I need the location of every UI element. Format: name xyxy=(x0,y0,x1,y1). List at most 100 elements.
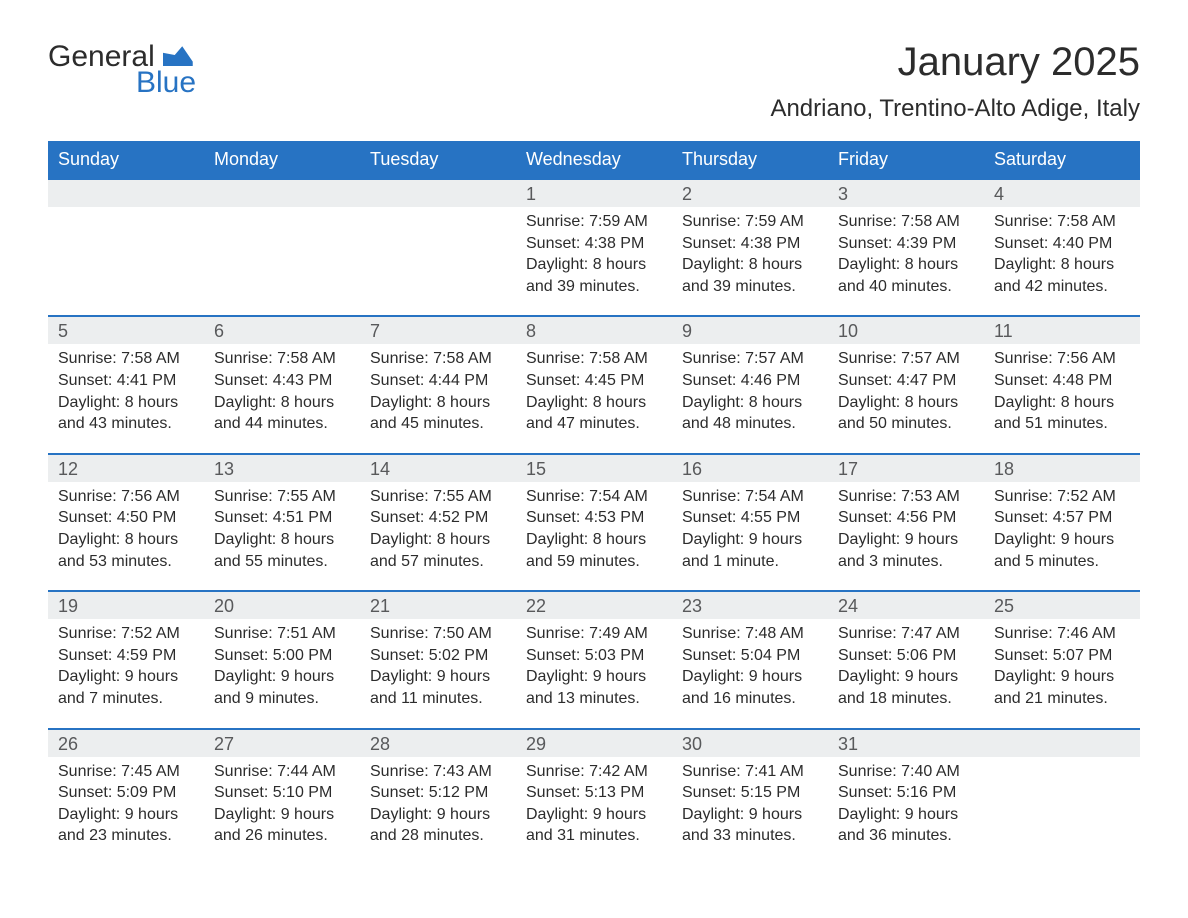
sunset-line: Sunset: 4:38 PM xyxy=(526,233,662,255)
sunset-line: Sunset: 4:40 PM xyxy=(994,233,1130,255)
calendar-body: ... 1Sunrise: 7:59 AMSunset: 4:38 PMDayli… xyxy=(48,178,1140,865)
sunrise-line: Sunrise: 7:46 AM xyxy=(994,623,1130,645)
sunset-line: Sunset: 4:51 PM xyxy=(214,507,350,529)
day-number: 29 xyxy=(516,730,672,757)
sunrise-line: Sunrise: 7:58 AM xyxy=(526,348,662,370)
sunrise-line: Sunrise: 7:42 AM xyxy=(526,761,662,783)
day-header: Thursday xyxy=(672,141,828,178)
sunrise-line: Sunrise: 7:52 AM xyxy=(994,486,1130,508)
calendar-day: 30Sunrise: 7:41 AMSunset: 5:15 PMDayligh… xyxy=(672,730,828,847)
sunrise-line: Sunrise: 7:41 AM xyxy=(682,761,818,783)
day-details: Sunrise: 7:41 AMSunset: 5:15 PMDaylight:… xyxy=(672,757,828,847)
day-number: 16 xyxy=(672,455,828,482)
day-details: Sunrise: 7:53 AMSunset: 4:56 PMDaylight:… xyxy=(828,482,984,572)
month-title: January 2025 xyxy=(770,40,1140,85)
daylight-line: Daylight: 9 hours and 16 minutes. xyxy=(682,666,818,709)
calendar-day: 24Sunrise: 7:47 AMSunset: 5:06 PMDayligh… xyxy=(828,592,984,709)
calendar-week: 5Sunrise: 7:58 AMSunset: 4:41 PMDaylight… xyxy=(48,315,1140,452)
day-number: 20 xyxy=(204,592,360,619)
sunrise-line: Sunrise: 7:53 AM xyxy=(838,486,974,508)
sunset-line: Sunset: 4:38 PM xyxy=(682,233,818,255)
day-details: Sunrise: 7:48 AMSunset: 5:04 PMDaylight:… xyxy=(672,619,828,709)
day-details: Sunrise: 7:52 AMSunset: 4:59 PMDaylight:… xyxy=(48,619,204,709)
calendar-day: 17Sunrise: 7:53 AMSunset: 4:56 PMDayligh… xyxy=(828,455,984,572)
calendar-day: 29Sunrise: 7:42 AMSunset: 5:13 PMDayligh… xyxy=(516,730,672,847)
day-number: 1 xyxy=(516,180,672,207)
day-number: 5 xyxy=(48,317,204,344)
calendar-week: ...1Sunrise: 7:59 AMSunset: 4:38 PMDayli… xyxy=(48,178,1140,315)
day-number: 25 xyxy=(984,592,1140,619)
sunset-line: Sunset: 5:02 PM xyxy=(370,645,506,667)
daylight-line: Daylight: 9 hours and 31 minutes. xyxy=(526,804,662,847)
day-number: 7 xyxy=(360,317,516,344)
day-number: 8 xyxy=(516,317,672,344)
sunset-line: Sunset: 5:03 PM xyxy=(526,645,662,667)
sunrise-line: Sunrise: 7:52 AM xyxy=(58,623,194,645)
sunrise-line: Sunrise: 7:43 AM xyxy=(370,761,506,783)
daylight-line: Daylight: 9 hours and 5 minutes. xyxy=(994,529,1130,572)
daylight-line: Daylight: 8 hours and 48 minutes. xyxy=(682,392,818,435)
calendar-day: 11Sunrise: 7:56 AMSunset: 4:48 PMDayligh… xyxy=(984,317,1140,434)
day-header: Friday xyxy=(828,141,984,178)
sunrise-line: Sunrise: 7:58 AM xyxy=(370,348,506,370)
sunset-line: Sunset: 5:00 PM xyxy=(214,645,350,667)
calendar-day: 15Sunrise: 7:54 AMSunset: 4:53 PMDayligh… xyxy=(516,455,672,572)
day-number: 10 xyxy=(828,317,984,344)
day-number: 12 xyxy=(48,455,204,482)
sunrise-line: Sunrise: 7:58 AM xyxy=(838,211,974,233)
sunset-line: Sunset: 5:04 PM xyxy=(682,645,818,667)
daylight-line: Daylight: 8 hours and 51 minutes. xyxy=(994,392,1130,435)
day-header: Tuesday xyxy=(360,141,516,178)
day-details: Sunrise: 7:58 AMSunset: 4:45 PMDaylight:… xyxy=(516,344,672,434)
calendar-day: . xyxy=(48,180,204,297)
sunrise-line: Sunrise: 7:58 AM xyxy=(214,348,350,370)
sunset-line: Sunset: 4:41 PM xyxy=(58,370,194,392)
calendar-day: 6Sunrise: 7:58 AMSunset: 4:43 PMDaylight… xyxy=(204,317,360,434)
sunrise-line: Sunrise: 7:56 AM xyxy=(994,348,1130,370)
day-details: Sunrise: 7:50 AMSunset: 5:02 PMDaylight:… xyxy=(360,619,516,709)
sunrise-line: Sunrise: 7:44 AM xyxy=(214,761,350,783)
sunrise-line: Sunrise: 7:54 AM xyxy=(682,486,818,508)
calendar-week: 12Sunrise: 7:56 AMSunset: 4:50 PMDayligh… xyxy=(48,453,1140,590)
day-number: 28 xyxy=(360,730,516,757)
sunrise-line: Sunrise: 7:58 AM xyxy=(994,211,1130,233)
sunrise-line: Sunrise: 7:58 AM xyxy=(58,348,194,370)
calendar-day: 3Sunrise: 7:58 AMSunset: 4:39 PMDaylight… xyxy=(828,180,984,297)
day-header: Sunday xyxy=(48,141,204,178)
location: Andriano, Trentino-Alto Adige, Italy xyxy=(770,95,1140,123)
sunrise-line: Sunrise: 7:54 AM xyxy=(526,486,662,508)
day-number: 2 xyxy=(672,180,828,207)
daylight-line: Daylight: 9 hours and 23 minutes. xyxy=(58,804,194,847)
day-details: Sunrise: 7:58 AMSunset: 4:44 PMDaylight:… xyxy=(360,344,516,434)
day-details: Sunrise: 7:58 AMSunset: 4:39 PMDaylight:… xyxy=(828,207,984,297)
day-number: . xyxy=(204,180,360,207)
day-details: Sunrise: 7:54 AMSunset: 4:55 PMDaylight:… xyxy=(672,482,828,572)
calendar-day: 4Sunrise: 7:58 AMSunset: 4:40 PMDaylight… xyxy=(984,180,1140,297)
sunset-line: Sunset: 4:55 PM xyxy=(682,507,818,529)
day-details: Sunrise: 7:57 AMSunset: 4:47 PMDaylight:… xyxy=(828,344,984,434)
daylight-line: Daylight: 9 hours and 36 minutes. xyxy=(838,804,974,847)
day-number: . xyxy=(984,730,1140,757)
day-details: Sunrise: 7:44 AMSunset: 5:10 PMDaylight:… xyxy=(204,757,360,847)
calendar-day: 8Sunrise: 7:58 AMSunset: 4:45 PMDaylight… xyxy=(516,317,672,434)
sunset-line: Sunset: 4:59 PM xyxy=(58,645,194,667)
calendar-day: 16Sunrise: 7:54 AMSunset: 4:55 PMDayligh… xyxy=(672,455,828,572)
sunrise-line: Sunrise: 7:49 AM xyxy=(526,623,662,645)
logo-text-blue: Blue xyxy=(136,66,196,100)
sunset-line: Sunset: 4:43 PM xyxy=(214,370,350,392)
sunset-line: Sunset: 4:46 PM xyxy=(682,370,818,392)
sunrise-line: Sunrise: 7:56 AM xyxy=(58,486,194,508)
sunset-line: Sunset: 4:47 PM xyxy=(838,370,974,392)
sunset-line: Sunset: 4:50 PM xyxy=(58,507,194,529)
day-details: Sunrise: 7:56 AMSunset: 4:50 PMDaylight:… xyxy=(48,482,204,572)
day-details: Sunrise: 7:58 AMSunset: 4:43 PMDaylight:… xyxy=(204,344,360,434)
day-details: Sunrise: 7:45 AMSunset: 5:09 PMDaylight:… xyxy=(48,757,204,847)
daylight-line: Daylight: 9 hours and 11 minutes. xyxy=(370,666,506,709)
sunset-line: Sunset: 4:52 PM xyxy=(370,507,506,529)
calendar-day: 28Sunrise: 7:43 AMSunset: 5:12 PMDayligh… xyxy=(360,730,516,847)
day-number: 31 xyxy=(828,730,984,757)
day-details: Sunrise: 7:59 AMSunset: 4:38 PMDaylight:… xyxy=(516,207,672,297)
day-number: 30 xyxy=(672,730,828,757)
daylight-line: Daylight: 9 hours and 33 minutes. xyxy=(682,804,818,847)
calendar-day: . xyxy=(204,180,360,297)
